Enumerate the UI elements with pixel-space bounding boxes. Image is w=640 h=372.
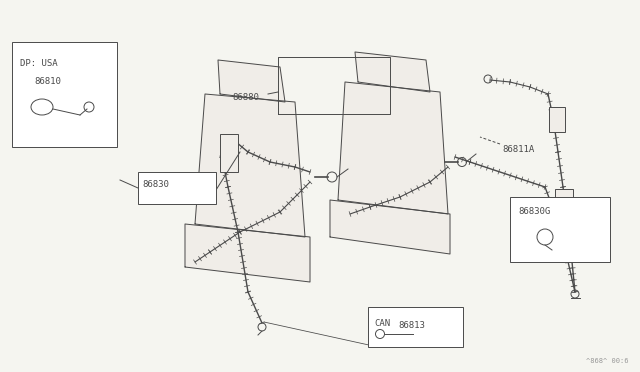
Polygon shape xyxy=(218,60,285,102)
Text: CAN: CAN xyxy=(374,319,390,328)
Text: 86813: 86813 xyxy=(398,321,425,330)
Text: 86811A: 86811A xyxy=(502,145,534,154)
Bar xyxy=(12,42,117,147)
Bar xyxy=(510,197,610,262)
Text: 86830G: 86830G xyxy=(518,207,550,216)
Bar xyxy=(220,134,238,172)
Bar xyxy=(549,107,565,132)
Text: 86880: 86880 xyxy=(232,93,259,102)
Text: ^868^ 00:6: ^868^ 00:6 xyxy=(586,358,628,364)
Polygon shape xyxy=(355,52,430,92)
Text: DP: USA: DP: USA xyxy=(20,59,58,68)
Polygon shape xyxy=(185,224,310,282)
Polygon shape xyxy=(195,94,305,237)
Bar xyxy=(368,307,463,347)
Polygon shape xyxy=(338,82,448,214)
Text: 86830: 86830 xyxy=(142,180,169,189)
Polygon shape xyxy=(330,200,450,254)
Text: 86810: 86810 xyxy=(34,77,61,86)
Bar xyxy=(138,172,216,204)
Bar xyxy=(555,189,573,217)
